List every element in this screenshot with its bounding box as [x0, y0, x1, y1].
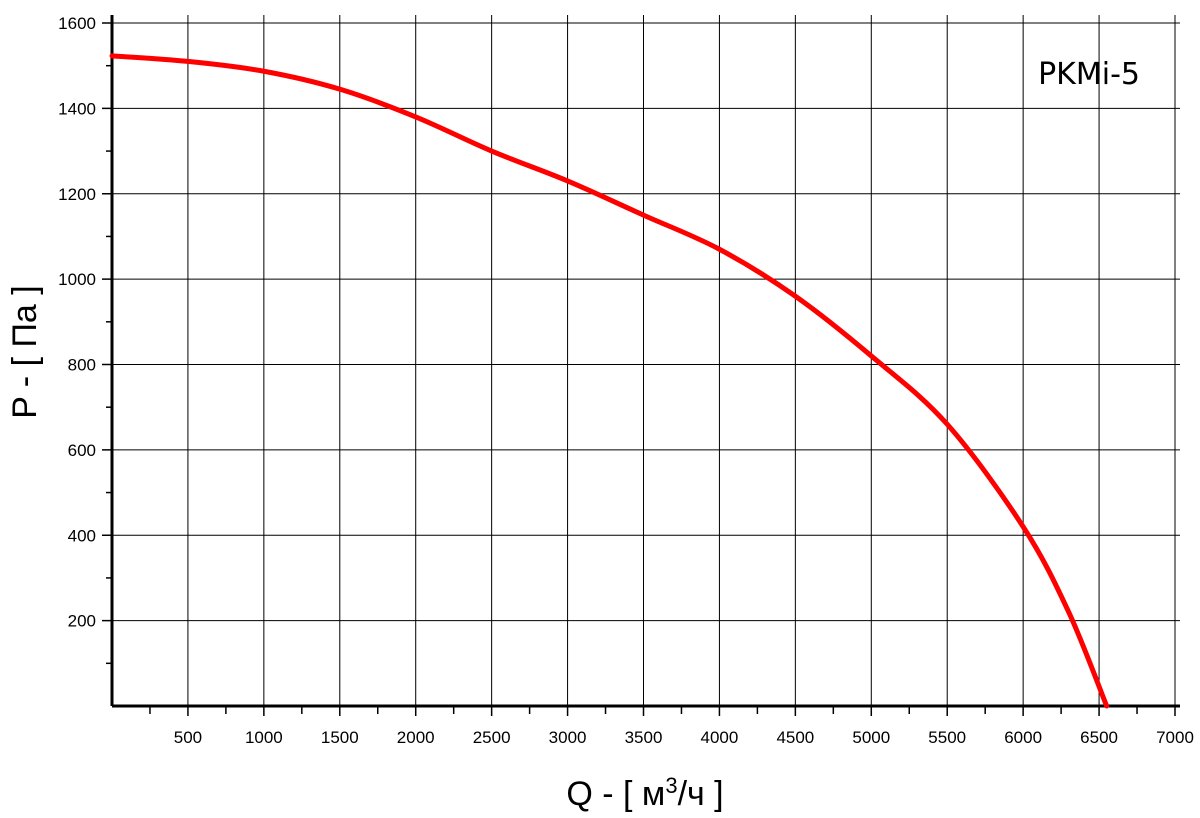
x-tick-label: 6500	[1080, 728, 1118, 747]
x-tick-label: 1000	[245, 728, 283, 747]
x-tick-label: 4500	[776, 728, 814, 747]
x-tick-label: 1500	[321, 728, 359, 747]
y-tick-label: 1200	[58, 185, 96, 204]
y-tick-label: 400	[68, 526, 96, 545]
y-tick-label: 1400	[58, 99, 96, 118]
x-tick-label: 5500	[928, 728, 966, 747]
x-tick-label: 500	[174, 728, 202, 747]
y-tick-label: 1600	[58, 14, 96, 33]
x-tick-labels: 500 1000 1500 2000 2500 3000 3500 4000 4500 5000 5…	[174, 728, 1194, 747]
series-line	[109, 53, 1110, 709]
x-tick-label: 4000	[701, 728, 739, 747]
x-tick-label: 3500	[625, 728, 663, 747]
axes	[110, 15, 1180, 708]
x-axis-title: Q - [ м3/ч ]	[566, 773, 723, 814]
x-axis-title-sup: 3	[665, 773, 677, 798]
model-label: PKMi-5	[1038, 57, 1140, 92]
x-tick-label: 2500	[473, 728, 511, 747]
y-tick-labels: 200 400 600 800 1000 1200 1400 1600	[58, 14, 96, 631]
grid	[112, 15, 1180, 706]
y-tick-label: 600	[68, 441, 96, 460]
x-tick-label: 2000	[397, 728, 435, 747]
y-axis-title: P - [ Па ]	[6, 285, 44, 418]
y-tick-label: 1000	[58, 270, 96, 289]
x-axis-title-suffix: /ч ]	[678, 775, 724, 813]
x-axis-title-prefix: Q - [ м	[566, 775, 665, 813]
minor-ticks	[102, 22, 1176, 716]
x-tick-label: 3000	[549, 728, 587, 747]
y-tick-label: 800	[68, 356, 96, 375]
x-tick-label: 6000	[1004, 728, 1042, 747]
x-tick-label: 7000	[1156, 728, 1194, 747]
x-tick-label: 5000	[852, 728, 890, 747]
y-tick-label: 200	[68, 612, 96, 631]
